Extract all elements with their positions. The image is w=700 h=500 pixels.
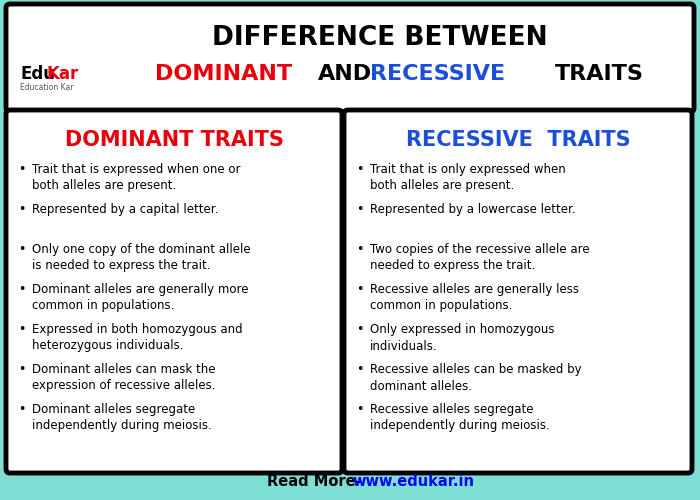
Text: Only expressed in homozygous
individuals.: Only expressed in homozygous individuals… xyxy=(370,323,554,352)
Text: Represented by a capital letter.: Represented by a capital letter. xyxy=(32,203,218,216)
Text: RECESSIVE: RECESSIVE xyxy=(370,64,505,84)
Text: Recessive alleles are generally less
common in populations.: Recessive alleles are generally less com… xyxy=(370,283,579,312)
Text: Read More-: Read More- xyxy=(267,474,367,490)
Text: •: • xyxy=(356,163,363,176)
Text: •: • xyxy=(18,243,25,256)
Text: •: • xyxy=(18,163,25,176)
Text: Education Kar: Education Kar xyxy=(20,84,74,92)
Text: •: • xyxy=(18,403,25,416)
Text: Kar: Kar xyxy=(46,65,78,83)
Text: TRAITS: TRAITS xyxy=(555,64,644,84)
Text: Represented by a lowercase letter.: Represented by a lowercase letter. xyxy=(370,203,575,216)
Text: Dominant alleles segregate
independently during meiosis.: Dominant alleles segregate independently… xyxy=(32,403,211,432)
Text: •: • xyxy=(356,363,363,376)
Text: •: • xyxy=(18,203,25,216)
Text: DOMINANT TRAITS: DOMINANT TRAITS xyxy=(64,130,284,150)
Text: Recessive alleles segregate
independently during meiosis.: Recessive alleles segregate independentl… xyxy=(370,403,550,432)
Text: •: • xyxy=(356,403,363,416)
Text: •: • xyxy=(18,363,25,376)
Text: •: • xyxy=(18,323,25,336)
Text: Two copies of the recessive allele are
needed to express the trait.: Two copies of the recessive allele are n… xyxy=(370,243,589,272)
FancyBboxPatch shape xyxy=(6,4,694,112)
FancyBboxPatch shape xyxy=(6,110,342,473)
Text: Dominant alleles can mask the
expression of recessive alleles.: Dominant alleles can mask the expression… xyxy=(32,363,216,392)
Text: Expressed in both homozygous and
heterozygous individuals.: Expressed in both homozygous and heteroz… xyxy=(32,323,243,352)
Text: Trait that is only expressed when
both alleles are present.: Trait that is only expressed when both a… xyxy=(370,163,566,192)
Text: www.edukar.in: www.edukar.in xyxy=(352,474,474,490)
Text: •: • xyxy=(356,203,363,216)
Text: DOMINANT: DOMINANT xyxy=(155,64,292,84)
Text: Dominant alleles are generally more
common in populations.: Dominant alleles are generally more comm… xyxy=(32,283,248,312)
Text: DIFFERENCE BETWEEN: DIFFERENCE BETWEEN xyxy=(212,25,548,51)
Text: •: • xyxy=(356,243,363,256)
FancyBboxPatch shape xyxy=(344,110,692,473)
Text: •: • xyxy=(18,283,25,296)
Text: RECESSIVE  TRAITS: RECESSIVE TRAITS xyxy=(406,130,630,150)
Text: Edu: Edu xyxy=(20,65,55,83)
Text: Trait that is expressed when one or
both alleles are present.: Trait that is expressed when one or both… xyxy=(32,163,241,192)
Text: •: • xyxy=(356,283,363,296)
Text: Only one copy of the dominant allele
is needed to express the trait.: Only one copy of the dominant allele is … xyxy=(32,243,251,272)
Text: Recessive alleles can be masked by
dominant alleles.: Recessive alleles can be masked by domin… xyxy=(370,363,582,392)
Text: AND: AND xyxy=(318,64,372,84)
Text: •: • xyxy=(356,323,363,336)
